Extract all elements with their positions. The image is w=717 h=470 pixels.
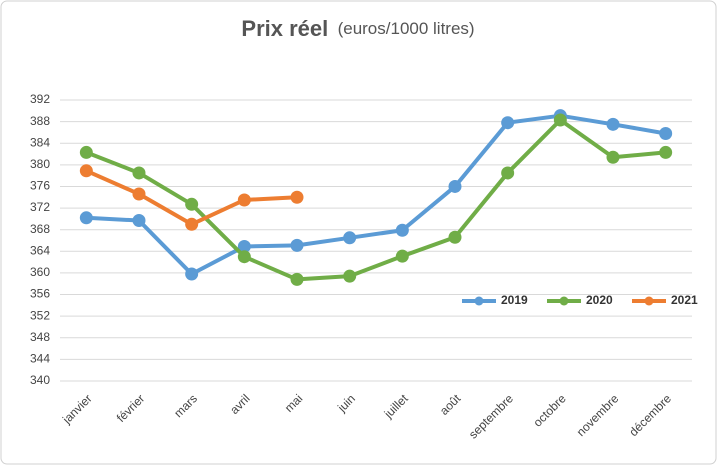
series-line [85,117,666,282]
legend-marker [474,296,484,306]
data-point [237,250,251,264]
data-point [185,197,199,211]
data-point [132,214,146,228]
data-point [501,116,515,130]
data-point [448,179,462,193]
legend-marker [644,296,654,306]
data-point [659,127,673,141]
data-point [79,211,93,225]
y-tick-label: 340 [30,373,50,387]
data-point [501,166,515,180]
chart-subtitle: (euros/1000 litres) [338,19,475,38]
data-point [448,230,462,244]
y-tick-label: 352 [30,308,50,322]
data-point [395,223,409,237]
data-point [395,249,409,263]
data-point [237,193,251,207]
legend-label: 2019 [501,293,528,307]
legend-marker [559,296,569,306]
y-tick-label: 388 [30,114,50,128]
data-point [79,164,93,178]
y-tick-label: 364 [30,243,50,257]
y-tick-label: 368 [30,222,50,236]
data-point [290,190,304,204]
data-point [606,117,620,131]
y-tick-label: 372 [30,200,50,214]
y-tick-label: 348 [30,330,50,344]
data-point [132,166,146,180]
y-tick-label: 376 [30,179,50,193]
data-point [290,272,304,286]
chart-title: Prix réel [241,16,328,41]
data-point [79,145,93,159]
legend-label: 2021 [671,293,698,307]
series-line [86,113,667,277]
data-point [343,269,357,283]
y-tick-label: 392 [30,92,50,106]
data-point [185,267,199,281]
data-point [343,231,357,245]
data-point [553,113,567,127]
y-tick-label: 380 [30,157,50,171]
chart-title-line: Prix réel (euros/1000 litres) [241,16,474,41]
data-point [606,150,620,164]
data-point [290,238,304,252]
y-tick-label: 384 [30,135,50,149]
y-tick-label: 344 [30,352,50,366]
data-point [132,187,146,201]
y-tick-label: 356 [30,287,50,301]
data-point [237,239,251,253]
y-tick-label: 360 [30,265,50,279]
data-point [659,145,673,159]
data-point [185,217,199,231]
legend-label: 2020 [586,293,613,307]
